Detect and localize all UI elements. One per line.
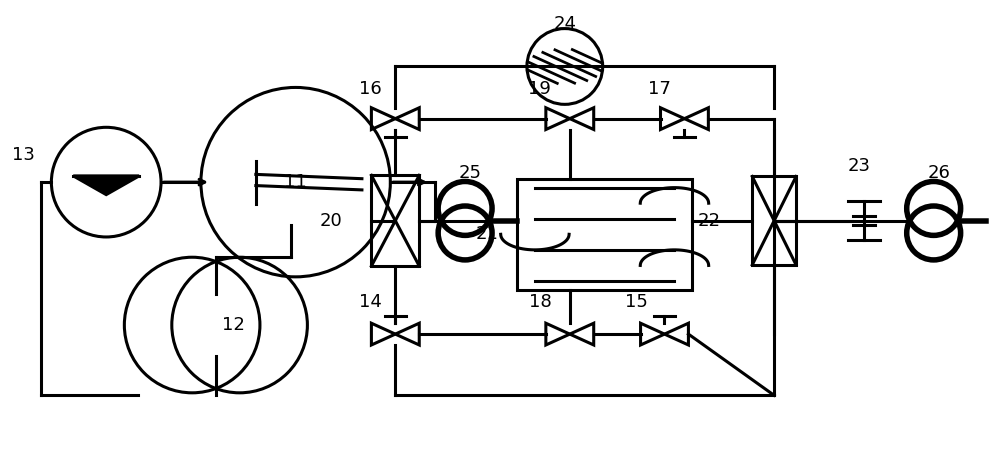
Text: 25: 25 <box>459 164 482 182</box>
Polygon shape <box>73 176 139 195</box>
Text: 12: 12 <box>222 316 245 334</box>
Text: 20: 20 <box>319 212 342 230</box>
Text: 16: 16 <box>359 80 382 98</box>
Text: 19: 19 <box>528 80 551 98</box>
Text: 18: 18 <box>529 293 551 311</box>
Bar <box>517 179 692 290</box>
Text: 15: 15 <box>625 293 648 311</box>
Bar <box>752 177 796 265</box>
Bar <box>371 175 419 266</box>
Text: 24: 24 <box>553 15 576 33</box>
Text: 26: 26 <box>927 164 950 182</box>
Text: 13: 13 <box>12 146 35 164</box>
Text: 17: 17 <box>648 80 671 98</box>
Text: 21: 21 <box>476 225 499 243</box>
Text: 22: 22 <box>698 212 721 230</box>
Text: 23: 23 <box>847 157 870 175</box>
Text: 11: 11 <box>284 173 307 191</box>
Text: 14: 14 <box>359 293 382 311</box>
